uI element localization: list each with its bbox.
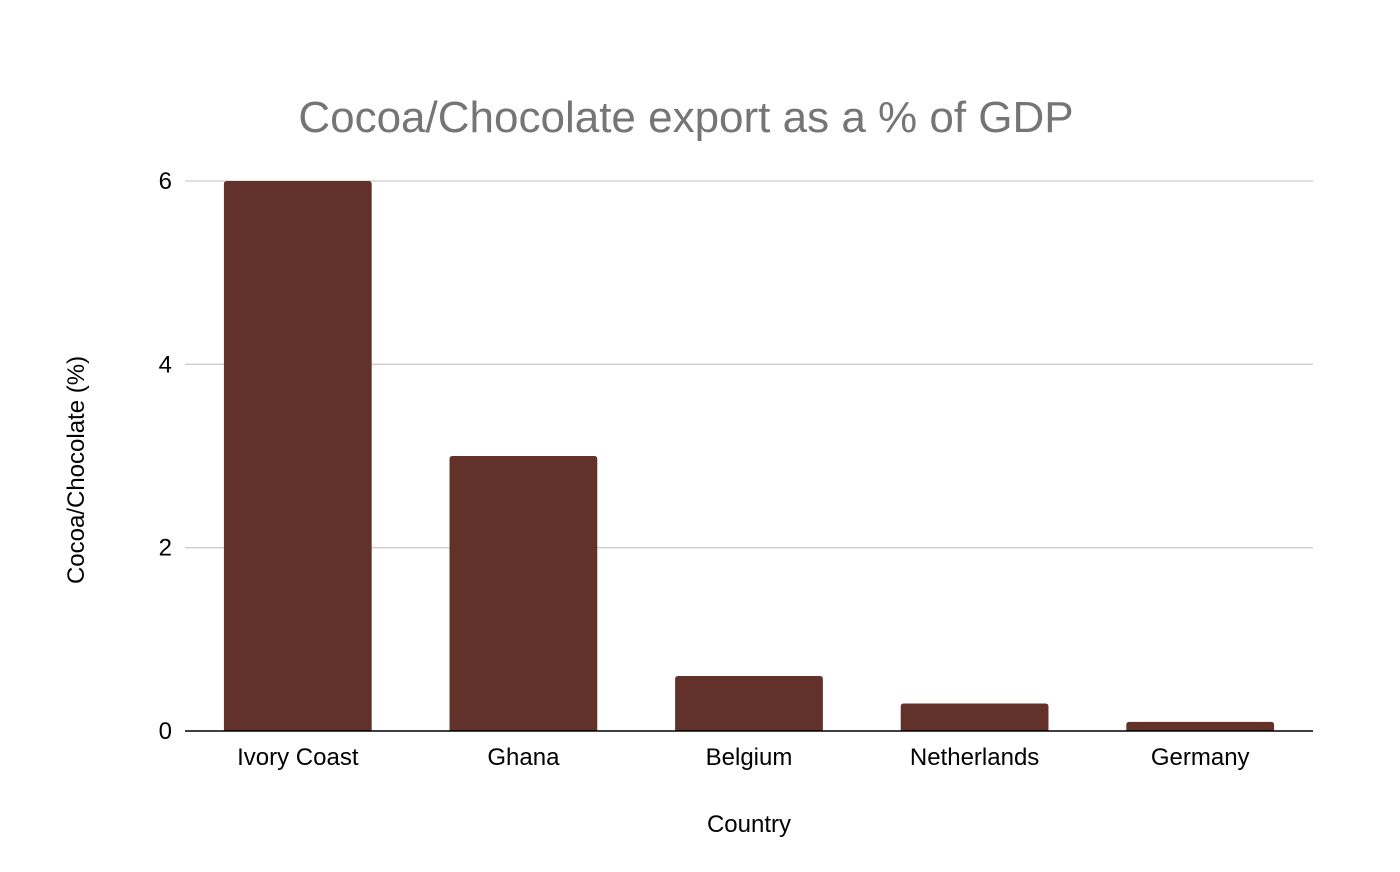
- y-tick-label: 0: [159, 718, 172, 745]
- bar-netherlands: [900, 703, 1049, 731]
- gridlines: [185, 180, 1313, 549]
- x-tick-label: Ghana: [487, 744, 560, 771]
- y-tick-label: 6: [159, 168, 172, 195]
- x-tick-label: Belgium: [706, 744, 793, 771]
- bar-germany: [1126, 721, 1275, 731]
- bars: [223, 181, 1275, 731]
- x-axis-label: Country: [707, 811, 791, 838]
- bar-ivory-coast: [223, 181, 372, 731]
- x-tick-label: Netherlands: [910, 744, 1039, 771]
- y-axis-label: Cocoa/Chocolate (%): [63, 356, 90, 584]
- x-tick-label: Germany: [1151, 744, 1250, 771]
- x-tick-label: Ivory Coast: [237, 744, 359, 771]
- bar-belgium: [675, 676, 823, 731]
- bar-ghana: [449, 456, 598, 731]
- x-axis-tick-labels: Ivory Coast Ghana Belgium Netherlands German…: [237, 744, 1249, 771]
- y-tick-label: 2: [159, 535, 172, 562]
- chart-title: Cocoa/Chocolate export as a % of GDP: [298, 93, 1073, 142]
- y-tick-label: 4: [159, 351, 172, 378]
- y-axis-tick-labels: 0 2 4 6: [159, 168, 172, 745]
